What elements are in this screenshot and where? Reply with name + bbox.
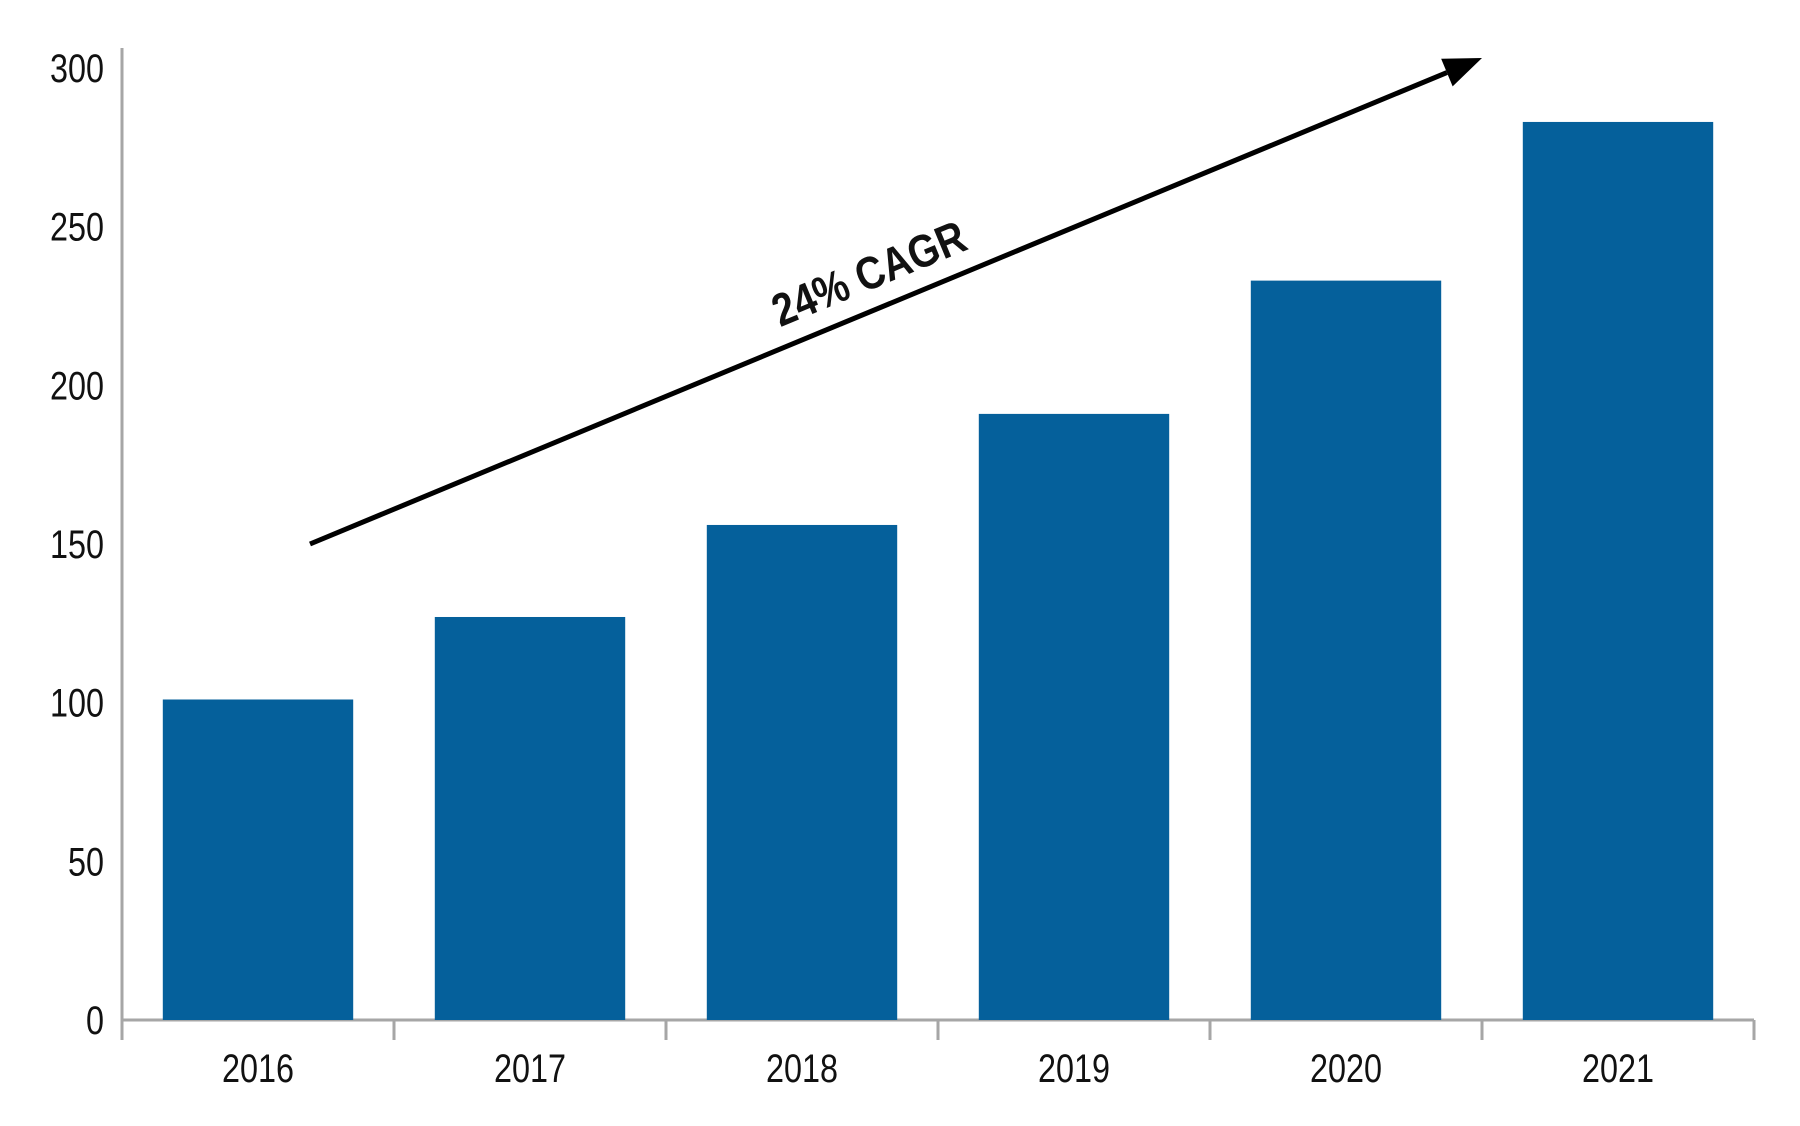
bar-2021: [1522, 121, 1714, 1021]
y-axis-label: 250: [50, 206, 104, 250]
bar-2020: [1250, 280, 1442, 1020]
bar-2016: [162, 699, 354, 1020]
x-axis-label: 2017: [494, 1047, 566, 1091]
trend-arrow-head: [1441, 58, 1482, 87]
bar-2017: [434, 616, 626, 1020]
trend-arrow-line: [309, 70, 1448, 547]
bar-2019: [978, 413, 1170, 1021]
y-axis-labels: 0 50 100 150 200 250 300: [50, 47, 104, 1043]
bars-group: [162, 121, 1714, 1021]
x-axis-label: 2016: [222, 1047, 294, 1091]
y-axis-label: 150: [50, 523, 104, 567]
y-axis-label: 50: [68, 840, 104, 884]
y-axis-label: 100: [50, 682, 104, 726]
axes: [120, 48, 1756, 1040]
x-axis-label: 2019: [1038, 1047, 1110, 1091]
x-axis-label: 2021: [1582, 1047, 1654, 1091]
y-axis-label: 0: [86, 999, 104, 1043]
x-axis-label: 2018: [766, 1047, 838, 1091]
cagr-annotation-label: 24% CAGR: [764, 210, 973, 336]
x-axis-label: 2020: [1310, 1047, 1382, 1091]
x-axis-labels: 2016 2017 2018 2019 2020 2021: [222, 1047, 1654, 1091]
y-axis-label: 300: [50, 47, 104, 91]
y-axis-label: 200: [50, 364, 104, 408]
bar-2018: [706, 524, 898, 1020]
